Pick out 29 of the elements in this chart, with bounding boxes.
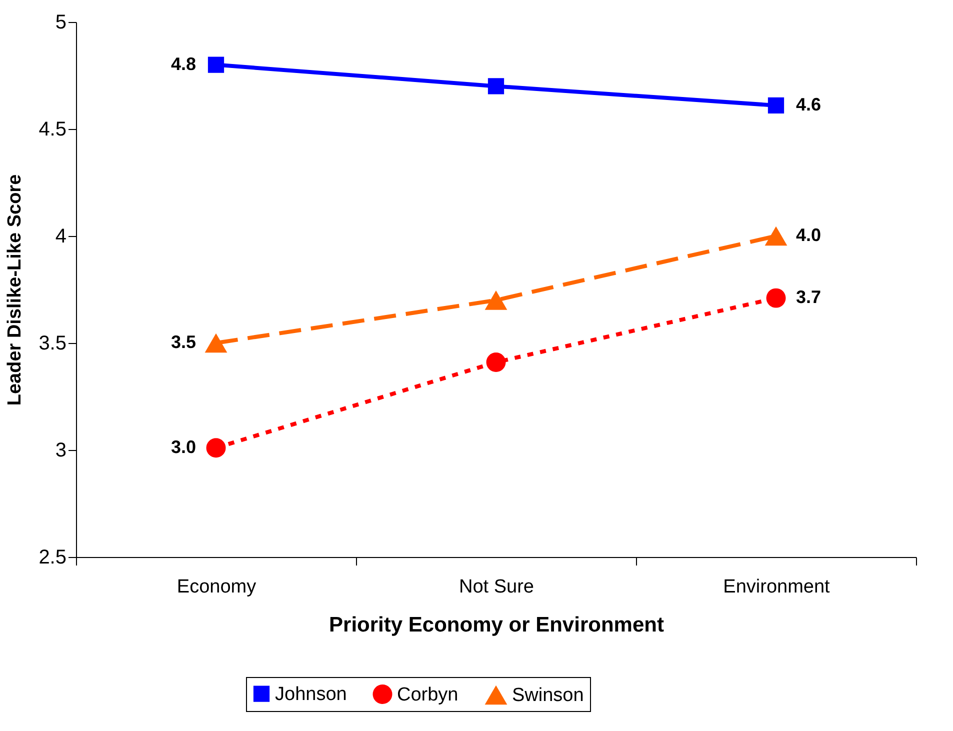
legend-label: Johnson bbox=[275, 684, 347, 705]
point bbox=[764, 226, 788, 246]
y-tick-label: 4 bbox=[55, 226, 66, 248]
y-tick-label: 3.5 bbox=[38, 332, 66, 354]
x-tick-label: Not Sure bbox=[459, 576, 534, 598]
legend-label: Corbyn bbox=[397, 684, 458, 706]
y-tick-label: 2.5 bbox=[38, 546, 66, 568]
y-tick-label: 4.5 bbox=[38, 118, 66, 140]
data-label: 3.7 bbox=[796, 287, 822, 308]
point bbox=[484, 290, 508, 310]
y-tick-label: 3 bbox=[55, 440, 66, 462]
data-label: 3.0 bbox=[170, 436, 196, 457]
point bbox=[206, 438, 226, 458]
point bbox=[768, 97, 784, 114]
x-tick-label: Economy bbox=[176, 576, 257, 598]
x-axis-title: Priority Economy or Environment bbox=[329, 614, 664, 636]
legend-label: Swinson bbox=[512, 685, 584, 706]
data-label: 4.0 bbox=[796, 225, 822, 245]
data-label: 3.5 bbox=[170, 332, 196, 352]
y-tick-label: 5 bbox=[55, 12, 66, 34]
data-label: 4.8 bbox=[170, 54, 196, 74]
point bbox=[766, 288, 786, 308]
data-label: 4.6 bbox=[796, 94, 822, 114]
point bbox=[488, 78, 504, 94]
point bbox=[208, 56, 224, 73]
point bbox=[204, 333, 228, 353]
point bbox=[486, 352, 506, 372]
x-tick-label: Environment bbox=[723, 576, 831, 598]
y-axis-title: Leader Dislike-Like Score bbox=[4, 174, 26, 406]
